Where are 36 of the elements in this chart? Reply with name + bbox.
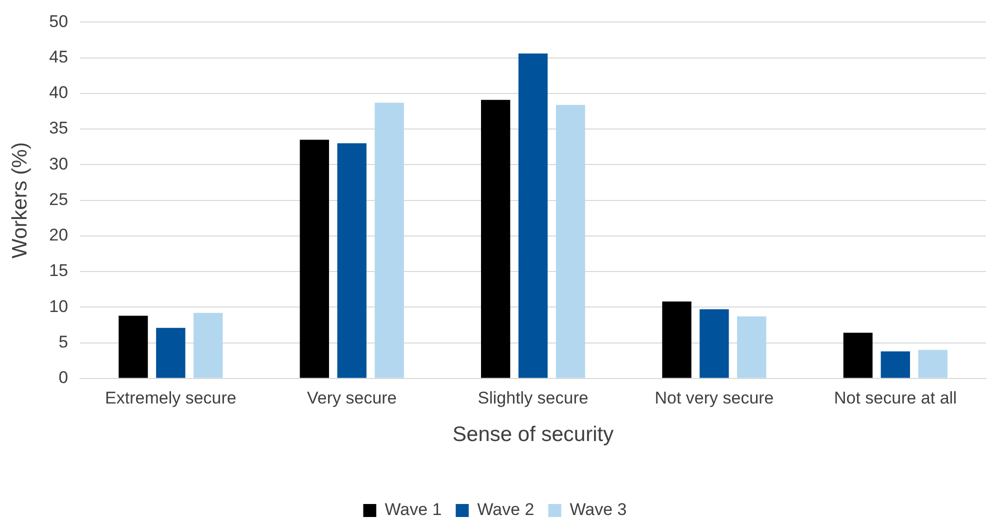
bar [156,328,186,378]
bar [556,104,586,378]
bar [374,102,404,378]
bar [518,54,548,378]
y-tick-label: 40 [49,83,68,102]
y-tick-label: 35 [49,118,68,138]
bar [662,301,692,378]
bar [700,309,729,378]
y-tick-label: 20 [49,226,68,245]
y-tick-label: 0 [58,368,68,388]
bar [843,332,873,378]
bar [737,316,766,378]
x-tick-label: Not secure at all [834,388,957,408]
x-tick-label: Slightly secure [478,388,588,408]
y-axis-title: Workers (%) [8,142,32,258]
legend-label: Wave 1 [384,500,442,520]
legend-label: Wave 2 [477,500,534,520]
y-tick-label: 10 [49,296,68,316]
x-tick-label: Extremely secure [105,388,236,408]
bar [880,351,910,378]
y-tick-label: 30 [49,154,68,174]
bar [300,140,330,378]
legend-label: Wave 3 [570,500,627,520]
bar [481,100,510,378]
bar [337,143,366,378]
x-tick-label: Very secure [306,388,397,408]
y-tick-label: 15 [49,261,68,280]
y-tick-label: 45 [49,48,68,67]
x-tick-label: Not very secure [654,388,774,408]
y-tick-label: 25 [49,190,68,209]
x-axis-title: Sense of security [452,423,614,446]
y-tick-label: 50 [49,12,68,31]
y-tick-label: 5 [58,332,68,352]
bar [918,350,948,378]
bar [194,312,223,378]
bar [118,316,148,378]
